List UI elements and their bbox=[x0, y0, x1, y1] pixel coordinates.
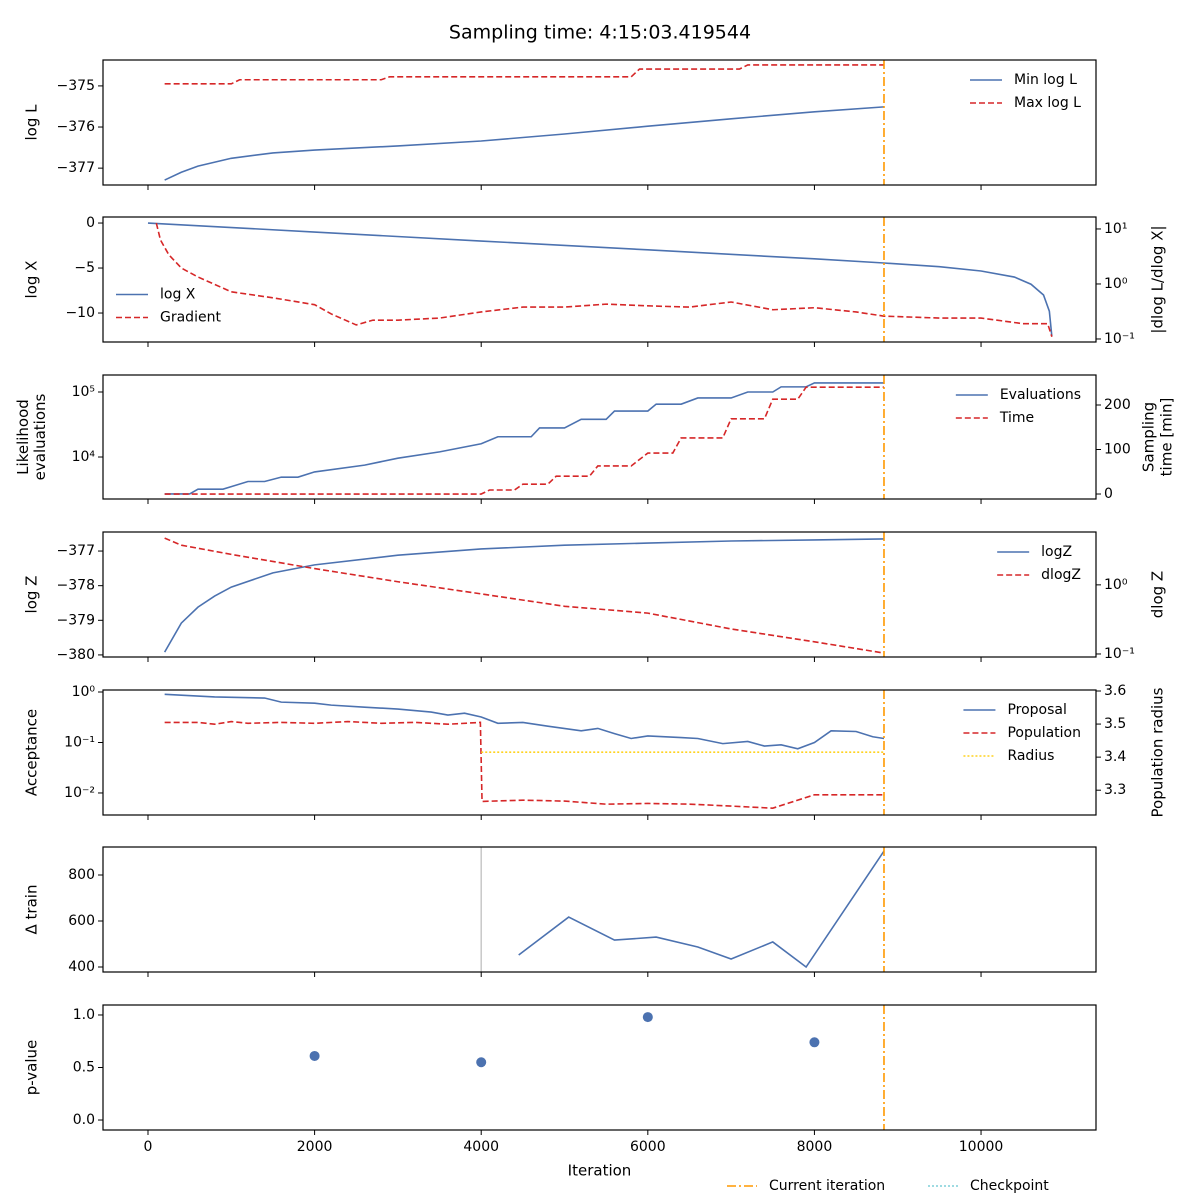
y-axis-label: Likelihood bbox=[14, 399, 32, 475]
y2-tick-label: 3.6 bbox=[1104, 683, 1126, 699]
panel: 10⁻² 10⁻¹ 10⁰ 3.3 3.4 3.5 3.6 Acceptance Populat… bbox=[23, 683, 1167, 820]
panel: −10 −5 0 10⁻¹ 10⁰ 10¹ log X |dlog L/dlog X| log … bbox=[23, 215, 1167, 347]
axes-frame bbox=[102, 1004, 1097, 1131]
series-line bbox=[164, 106, 885, 181]
y2-tick-label: 0 bbox=[1104, 486, 1113, 502]
y-tick-label: −376 bbox=[57, 119, 96, 135]
panel: 400 600 800 Δ train bbox=[23, 846, 1097, 977]
y-tick-label: −379 bbox=[57, 612, 95, 628]
x-axis-label: Iteration bbox=[568, 1162, 632, 1180]
y2-axis-label: |dlog L/dlog X| bbox=[1149, 225, 1167, 333]
legend-label: Radius bbox=[1007, 748, 1054, 764]
y-tick-label: 1.0 bbox=[73, 1007, 95, 1023]
x-tick-label: 6000 bbox=[630, 1139, 666, 1155]
y-axis-label: evaluations bbox=[31, 393, 49, 480]
y-tick-label: −380 bbox=[57, 647, 95, 663]
axes-frame bbox=[102, 846, 1097, 973]
y-tick-label: 0 bbox=[86, 215, 95, 231]
figure-title: Sampling time: 4:15:03.419544 bbox=[449, 22, 751, 44]
y-axis-label: p-value bbox=[23, 1040, 41, 1096]
x-tick-label: 10000 bbox=[959, 1139, 1004, 1155]
y-tick-label: 10⁴ bbox=[72, 449, 96, 465]
series-line bbox=[164, 382, 884, 495]
y-tick-label: −378 bbox=[57, 578, 95, 594]
legend-label: log X bbox=[160, 287, 196, 303]
y-tick-label: 10⁻¹ bbox=[64, 734, 95, 750]
legend-label: Min log L bbox=[1014, 72, 1077, 88]
point bbox=[309, 1050, 320, 1061]
x-tick-label: 0 bbox=[144, 1139, 153, 1155]
series-line bbox=[518, 850, 885, 969]
y2-tick-label: 10⁰ bbox=[1104, 577, 1128, 593]
legend-label: Max log L bbox=[1014, 95, 1081, 111]
y-axis-label: log Z bbox=[23, 576, 41, 614]
panel: −380 −379 −378 −377 10⁻¹ 10⁰ log Z dlog Z logZ dl… bbox=[23, 531, 1167, 663]
y2-axis-label: Population radius bbox=[1149, 687, 1167, 817]
series-line bbox=[164, 386, 884, 495]
x-tick-label: 2000 bbox=[297, 1139, 333, 1155]
x-tick-label: 4000 bbox=[463, 1139, 499, 1155]
y2-tick-label: 3.3 bbox=[1104, 782, 1126, 798]
y2-tick-label: 3.4 bbox=[1104, 749, 1126, 765]
y2-tick-label: 200 bbox=[1104, 397, 1131, 413]
x-tick-label: 8000 bbox=[797, 1139, 833, 1155]
y-tick-label: 10⁵ bbox=[72, 384, 95, 400]
axes-frame bbox=[102, 374, 1097, 500]
y-tick-label: −5 bbox=[74, 260, 95, 276]
legend-label: Time bbox=[999, 410, 1034, 426]
legend-label: Proposal bbox=[1007, 702, 1066, 718]
y-tick-label: −377 bbox=[57, 160, 95, 176]
axes-frame bbox=[102, 59, 1097, 186]
figure-legend-label: Checkpoint bbox=[970, 1178, 1049, 1194]
y-tick-label: 400 bbox=[68, 959, 95, 975]
y-tick-label: −10 bbox=[65, 305, 95, 321]
y2-tick-label: 10¹ bbox=[1104, 221, 1127, 237]
y2-tick-label: 10⁰ bbox=[1104, 276, 1128, 292]
y-axis-label: log L bbox=[23, 104, 41, 141]
y2-tick-label: 10⁻¹ bbox=[1104, 331, 1135, 347]
legend-label: Gradient bbox=[160, 310, 221, 326]
y-tick-label: 0.0 bbox=[73, 1112, 95, 1128]
axes-frame bbox=[102, 531, 1097, 658]
axes-frame bbox=[102, 689, 1097, 816]
panel: 10⁴ 10⁵ 0 100 200 Likelihood evaluations Sampli… bbox=[14, 374, 1176, 504]
legend-label: logZ bbox=[1041, 544, 1072, 560]
y-tick-label: −375 bbox=[57, 78, 95, 94]
y2-tick-label: 10⁻¹ bbox=[1104, 646, 1135, 662]
y-axis-label: Acceptance bbox=[23, 709, 41, 796]
point bbox=[642, 1012, 653, 1023]
axes-frame bbox=[102, 216, 1097, 343]
panel: −377 −376 −375 log L Min log L Max log L bbox=[23, 59, 1097, 190]
y2-axis-label: dlog Z bbox=[1149, 571, 1167, 618]
y-tick-label: 600 bbox=[68, 913, 95, 929]
figure-legend-label: Current iteration bbox=[769, 1178, 885, 1194]
panel: 0 2000 4000 6000 8000 10000 Iteration 0.0 0.5 1.0… bbox=[23, 1004, 1097, 1180]
series-line bbox=[163, 538, 885, 653]
y2-tick-label: 100 bbox=[1104, 442, 1131, 458]
series-line bbox=[155, 222, 1053, 337]
series-line bbox=[147, 222, 1053, 337]
point bbox=[476, 1057, 487, 1068]
y2-tick-label: 3.5 bbox=[1104, 716, 1126, 732]
y2-axis-label: Sampling bbox=[1140, 402, 1158, 472]
y-tick-label: 10⁻² bbox=[64, 785, 95, 801]
series-line bbox=[164, 693, 885, 750]
point bbox=[809, 1037, 820, 1048]
y2-axis-label: time [min] bbox=[1158, 398, 1176, 477]
y-tick-label: 800 bbox=[68, 867, 95, 883]
y-axis-label: log X bbox=[23, 261, 41, 299]
y-tick-label: −377 bbox=[57, 543, 95, 559]
legend-label: Population bbox=[1007, 725, 1081, 741]
legend-label: dlogZ bbox=[1041, 567, 1081, 583]
y-tick-label: 0.5 bbox=[73, 1060, 95, 1076]
y-axis-label: Δ train bbox=[23, 885, 41, 935]
legend-label: Evaluations bbox=[1000, 387, 1081, 403]
series-line bbox=[164, 720, 884, 809]
series-line bbox=[164, 64, 884, 85]
y-tick-label: 10⁰ bbox=[72, 684, 96, 700]
